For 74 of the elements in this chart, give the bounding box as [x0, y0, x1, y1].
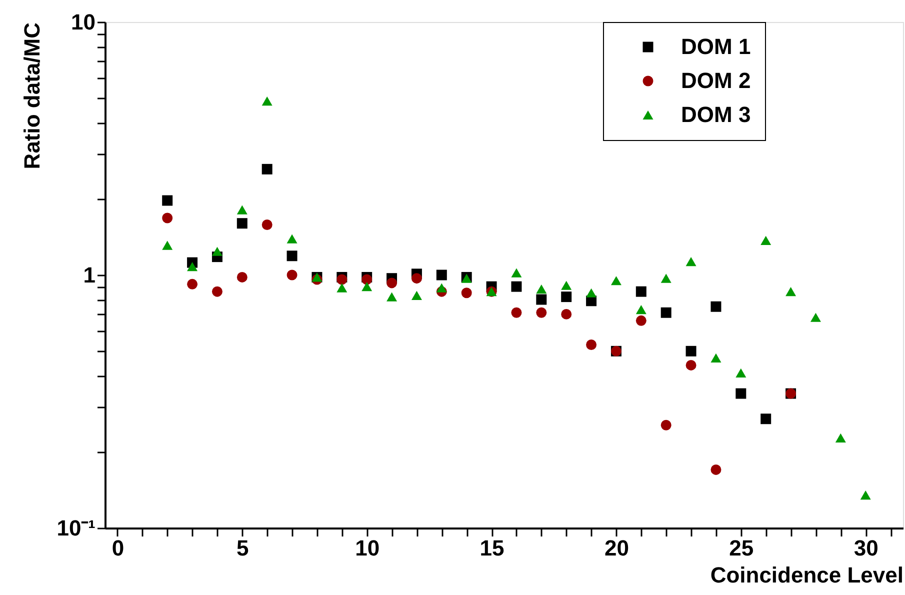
- x-axis-title: Coincidence Level: [710, 562, 904, 588]
- point: [760, 236, 772, 245]
- x-tick-label: 20: [604, 536, 629, 560]
- point: [636, 315, 646, 326]
- y-tick-label: 1: [83, 262, 96, 288]
- point: [262, 164, 272, 174]
- point: [736, 368, 746, 378]
- point: [736, 388, 746, 399]
- point: [810, 312, 821, 322]
- point: [212, 286, 222, 297]
- point: [710, 353, 722, 362]
- x-tick-label: 30: [854, 536, 878, 560]
- point: [436, 270, 447, 280]
- point: [786, 287, 796, 296]
- point: [162, 212, 173, 224]
- point: [286, 270, 298, 280]
- x-tick-label: 5: [236, 536, 249, 560]
- point: [610, 276, 622, 286]
- point: [236, 218, 248, 229]
- legend-label: DOM 3: [681, 102, 751, 127]
- point: [686, 346, 696, 356]
- point: [660, 420, 672, 430]
- point: [286, 234, 298, 244]
- point: [336, 274, 348, 285]
- point: [536, 307, 547, 318]
- legend-label: DOM 2: [681, 68, 751, 93]
- point: [336, 283, 348, 292]
- point: [461, 288, 472, 298]
- point: [187, 278, 198, 290]
- point: [236, 205, 248, 214]
- point: [561, 308, 572, 320]
- x-tick-label: 0: [112, 536, 124, 560]
- point: [660, 274, 672, 283]
- point: [686, 360, 696, 370]
- point: [162, 240, 173, 250]
- point: [411, 273, 422, 284]
- point: [660, 307, 672, 318]
- point: [686, 257, 696, 266]
- point: [386, 278, 398, 288]
- point: [710, 464, 722, 475]
- point: [710, 301, 722, 312]
- point: [536, 294, 547, 305]
- x-tick-label: 25: [729, 536, 754, 560]
- point: [586, 288, 597, 298]
- point: [362, 274, 372, 285]
- point: [561, 280, 572, 290]
- point: [511, 307, 522, 318]
- x-tick-label: 15: [480, 536, 504, 560]
- point: [511, 268, 522, 278]
- point: [411, 290, 422, 300]
- point: [262, 220, 272, 230]
- point: [162, 195, 173, 206]
- point: [362, 282, 372, 292]
- x-tick-label: 10: [355, 536, 380, 560]
- legend-label: DOM 1: [681, 34, 751, 59]
- point: [286, 250, 298, 262]
- point: [586, 340, 597, 350]
- point: [212, 246, 222, 256]
- point: [386, 292, 398, 302]
- point: [511, 281, 522, 292]
- point: [760, 414, 772, 424]
- point: [860, 490, 871, 500]
- point: [436, 283, 447, 292]
- y-tick-label: 10: [71, 10, 96, 34]
- point: [536, 284, 547, 294]
- point: [262, 96, 272, 106]
- point: [561, 292, 572, 302]
- point: [636, 305, 646, 314]
- point: [236, 272, 248, 282]
- point: [636, 286, 646, 297]
- point: [835, 433, 846, 442]
- y-tick-label: 10⁻¹: [56, 516, 96, 540]
- point: [187, 262, 198, 272]
- y-axis-title: Ratio data/MC: [20, 22, 45, 170]
